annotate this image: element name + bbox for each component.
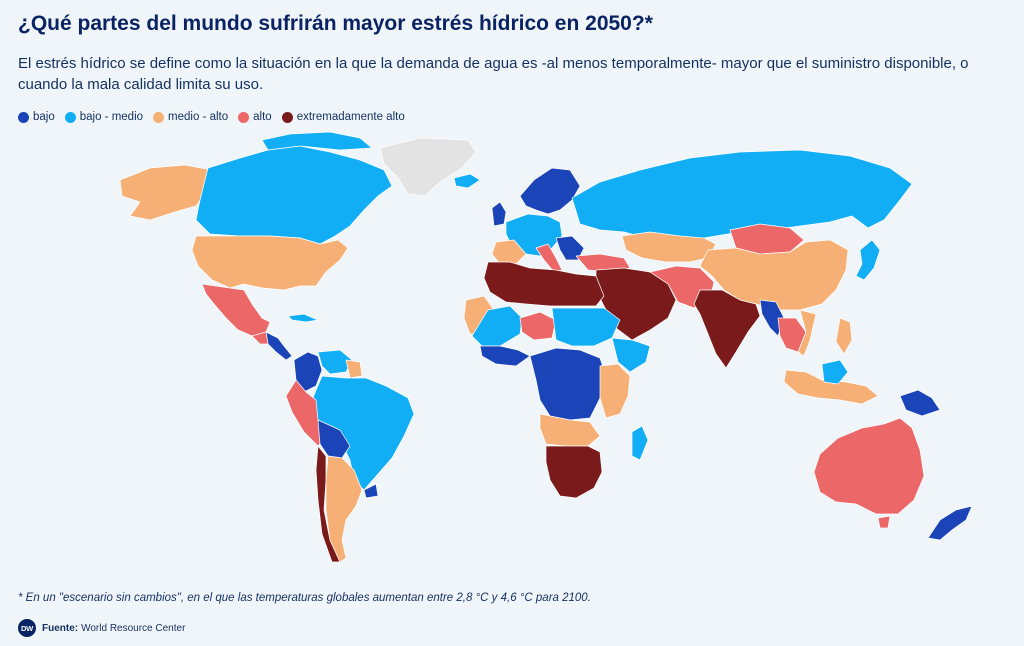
region-guyana bbox=[345, 359, 363, 379]
region-australia bbox=[813, 417, 925, 515]
region-horn-africa bbox=[611, 337, 651, 373]
source-text: World Resource Center bbox=[81, 622, 186, 634]
legend-item-bajo: bajo bbox=[18, 111, 55, 123]
region-southern-africa bbox=[545, 445, 603, 499]
world-map bbox=[119, 131, 973, 563]
region-turkey bbox=[575, 253, 631, 273]
region-philippines bbox=[835, 317, 853, 355]
region-central-america-west bbox=[251, 331, 269, 345]
region-indonesia bbox=[783, 369, 879, 405]
region-sudan bbox=[551, 307, 621, 347]
legend-swatch-extremadamente-alto bbox=[281, 111, 293, 123]
legend-item-medio-alto: medio - alto bbox=[153, 111, 228, 123]
legend-item-alto: alto bbox=[238, 111, 272, 123]
region-iceland bbox=[453, 173, 481, 189]
region-canada-islands bbox=[261, 131, 373, 151]
legend-label-extremadamente-alto: extremadamente alto bbox=[296, 111, 405, 123]
source-label: Fuente: bbox=[42, 622, 79, 634]
legend-item-extremadamente-alto: extremadamente alto bbox=[281, 111, 405, 123]
region-uk bbox=[491, 201, 507, 227]
region-usa bbox=[191, 235, 349, 291]
region-east-africa bbox=[599, 363, 631, 419]
region-central-africa bbox=[529, 347, 607, 421]
region-papua bbox=[899, 389, 941, 417]
region-tasmania bbox=[877, 515, 891, 529]
dw-logo: DW bbox=[18, 619, 36, 637]
region-venezuela bbox=[317, 349, 353, 375]
legend-label-medio-alto: medio - alto bbox=[168, 111, 229, 123]
legend-swatch-bajo bbox=[18, 111, 29, 123]
legend: bajo bajo - medio medio - alto alto extr… bbox=[18, 111, 415, 123]
region-new-zealand bbox=[927, 505, 973, 541]
legend-item-bajo-medio: bajo - medio bbox=[64, 111, 144, 123]
region-balkans bbox=[555, 235, 585, 261]
region-alaska bbox=[119, 164, 213, 221]
legend-label-bajo: bajo bbox=[33, 111, 55, 123]
region-se-asia-blue bbox=[759, 299, 785, 337]
region-india bbox=[693, 289, 761, 369]
region-west-africa bbox=[471, 305, 523, 347]
legend-label-alto: alto bbox=[253, 111, 272, 123]
region-china bbox=[699, 239, 849, 311]
region-niger bbox=[519, 311, 557, 341]
source-line: DW Fuente: World Resource Center bbox=[18, 619, 185, 637]
region-italy bbox=[535, 243, 563, 273]
region-madagascar bbox=[631, 425, 649, 461]
region-cuba bbox=[287, 313, 319, 323]
footnote: * En un "escenario sin cambios", en el q… bbox=[18, 592, 591, 604]
legend-swatch-medio-alto bbox=[153, 111, 165, 123]
page-title: ¿Qué partes del mundo sufrirán mayor est… bbox=[18, 12, 653, 35]
legend-swatch-alto bbox=[238, 111, 250, 123]
legend-swatch-bajo-medio bbox=[64, 111, 76, 123]
region-japan bbox=[855, 239, 881, 281]
page-subtitle: El estrés hídrico se define como la situ… bbox=[18, 55, 969, 93]
legend-label-bajo-medio: bajo - medio bbox=[79, 111, 144, 123]
region-borneo bbox=[821, 359, 849, 385]
region-canada bbox=[195, 145, 393, 245]
region-gulf-guinea bbox=[479, 345, 531, 367]
region-uruguay bbox=[363, 483, 379, 499]
region-scandinavia bbox=[519, 167, 581, 215]
region-vietnam bbox=[797, 309, 817, 357]
region-mexico bbox=[201, 283, 271, 337]
region-north-africa bbox=[483, 261, 605, 307]
region-greenland bbox=[379, 137, 477, 197]
region-central-america bbox=[265, 331, 293, 361]
region-argentina bbox=[325, 455, 363, 563]
